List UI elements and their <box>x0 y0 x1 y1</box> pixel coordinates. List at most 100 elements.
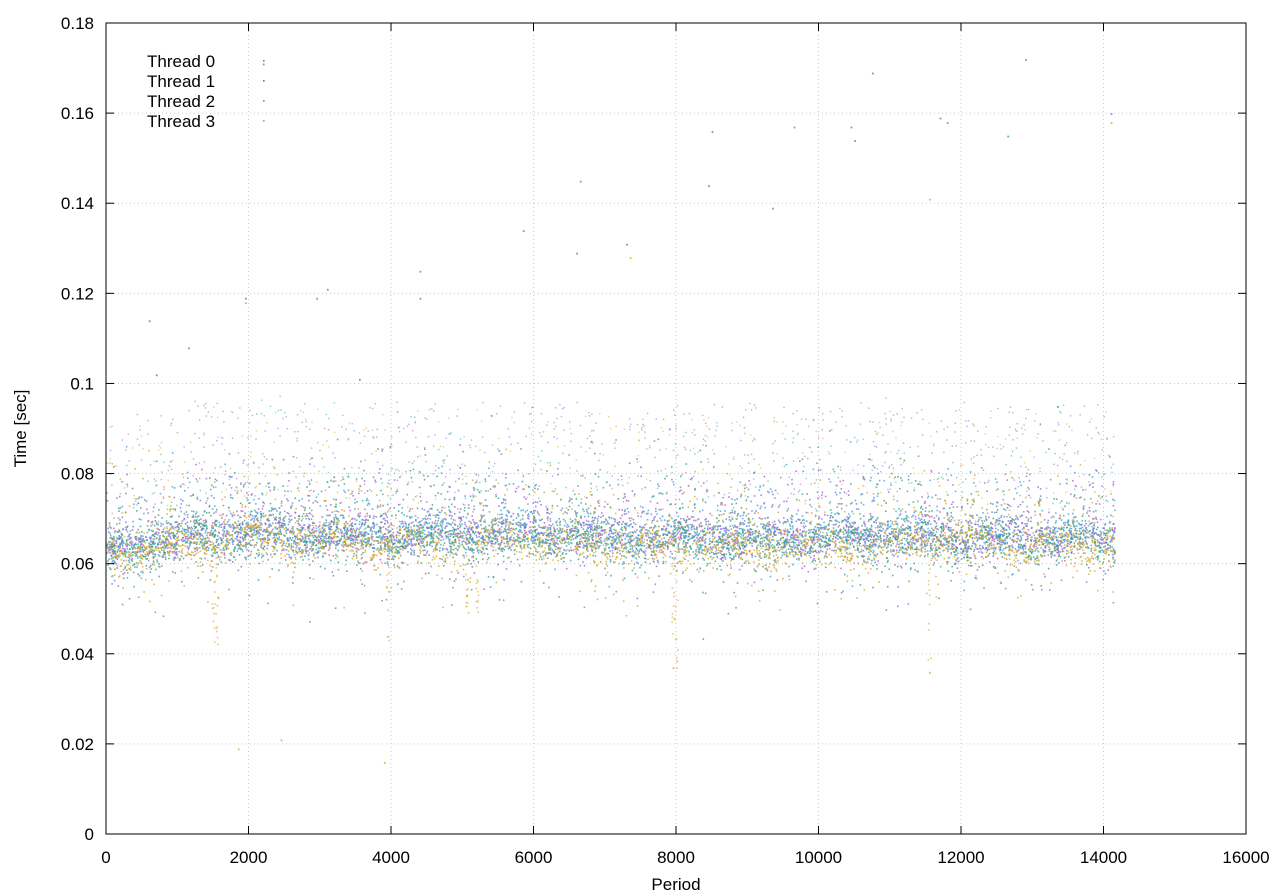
data-point <box>654 536 657 538</box>
data-point <box>481 534 484 537</box>
data-point <box>1043 554 1046 557</box>
data-point <box>154 503 156 505</box>
data-point <box>122 577 125 580</box>
data-point <box>230 487 233 489</box>
data-point <box>192 521 195 523</box>
data-point <box>636 458 638 460</box>
data-point <box>168 532 171 534</box>
data-point <box>634 507 636 509</box>
data-point <box>621 479 623 481</box>
data-point <box>939 533 942 536</box>
data-point <box>1039 513 1041 516</box>
data-point <box>706 527 709 530</box>
data-point <box>206 525 208 528</box>
data-point <box>771 544 774 546</box>
data-point <box>419 523 422 526</box>
data-point <box>534 484 536 487</box>
data-point <box>136 547 139 549</box>
data-point <box>741 467 743 469</box>
data-point <box>1101 448 1104 451</box>
data-point <box>1004 547 1007 549</box>
data-point <box>908 482 910 485</box>
data-point <box>738 546 741 549</box>
data-point <box>185 531 188 534</box>
data-point <box>420 527 423 529</box>
data-point <box>379 558 382 561</box>
data-point <box>274 542 276 544</box>
data-point <box>521 524 523 526</box>
data-point <box>674 536 676 538</box>
data-point <box>859 531 862 534</box>
data-point <box>768 539 770 541</box>
data-point <box>955 545 957 548</box>
data-point <box>843 491 846 494</box>
data-point <box>644 524 646 526</box>
data-point <box>766 569 769 572</box>
data-point <box>634 551 636 554</box>
data-point <box>1078 523 1081 526</box>
data-point <box>107 527 110 530</box>
data-point <box>892 414 895 416</box>
data-point <box>556 524 559 527</box>
data-point <box>654 534 657 536</box>
data-point <box>280 500 283 503</box>
data-point <box>231 437 234 439</box>
data-point <box>829 430 831 432</box>
data-point <box>619 552 621 555</box>
data-point <box>884 452 886 454</box>
data-point <box>359 562 361 565</box>
data-point <box>1039 488 1042 490</box>
data-point <box>789 517 792 519</box>
data-point <box>1083 405 1086 407</box>
data-point <box>856 547 859 549</box>
data-point <box>229 559 232 562</box>
data-point <box>1003 527 1006 529</box>
data-point <box>118 529 121 532</box>
data-point <box>286 498 288 500</box>
data-point <box>734 524 736 527</box>
data-point <box>1046 536 1048 539</box>
data-point <box>1038 538 1041 541</box>
data-point <box>615 538 618 540</box>
data-point <box>707 520 710 523</box>
data-point <box>931 527 933 530</box>
data-point <box>975 536 978 539</box>
data-point <box>994 547 997 549</box>
data-point <box>434 434 437 436</box>
data-point <box>195 513 197 515</box>
data-point <box>992 547 994 550</box>
data-point <box>595 526 598 529</box>
data-point <box>922 522 924 524</box>
data-point <box>832 527 835 529</box>
data-point <box>967 419 970 422</box>
data-point <box>315 530 317 532</box>
data-point <box>920 484 922 486</box>
data-point <box>213 522 216 524</box>
data-point <box>153 543 155 545</box>
data-point <box>497 547 500 550</box>
data-point <box>705 518 707 520</box>
data-point <box>899 565 902 567</box>
data-point <box>1003 539 1006 541</box>
data-point <box>498 599 501 601</box>
data-point <box>355 519 358 522</box>
data-point <box>199 518 202 520</box>
data-point <box>696 526 698 528</box>
data-point <box>560 509 563 512</box>
data-point <box>1106 437 1108 440</box>
data-point <box>280 526 283 528</box>
data-point <box>113 549 116 552</box>
data-point <box>341 535 343 538</box>
data-point <box>568 528 571 531</box>
data-point <box>931 471 933 473</box>
data-point <box>309 531 311 534</box>
data-point <box>424 447 426 449</box>
data-point <box>298 466 301 468</box>
data-point <box>582 528 585 530</box>
data-point <box>536 501 539 504</box>
data-point <box>654 537 656 540</box>
data-point <box>116 497 118 499</box>
data-point <box>323 528 325 531</box>
data-point <box>1091 539 1094 542</box>
data-point <box>300 519 303 522</box>
